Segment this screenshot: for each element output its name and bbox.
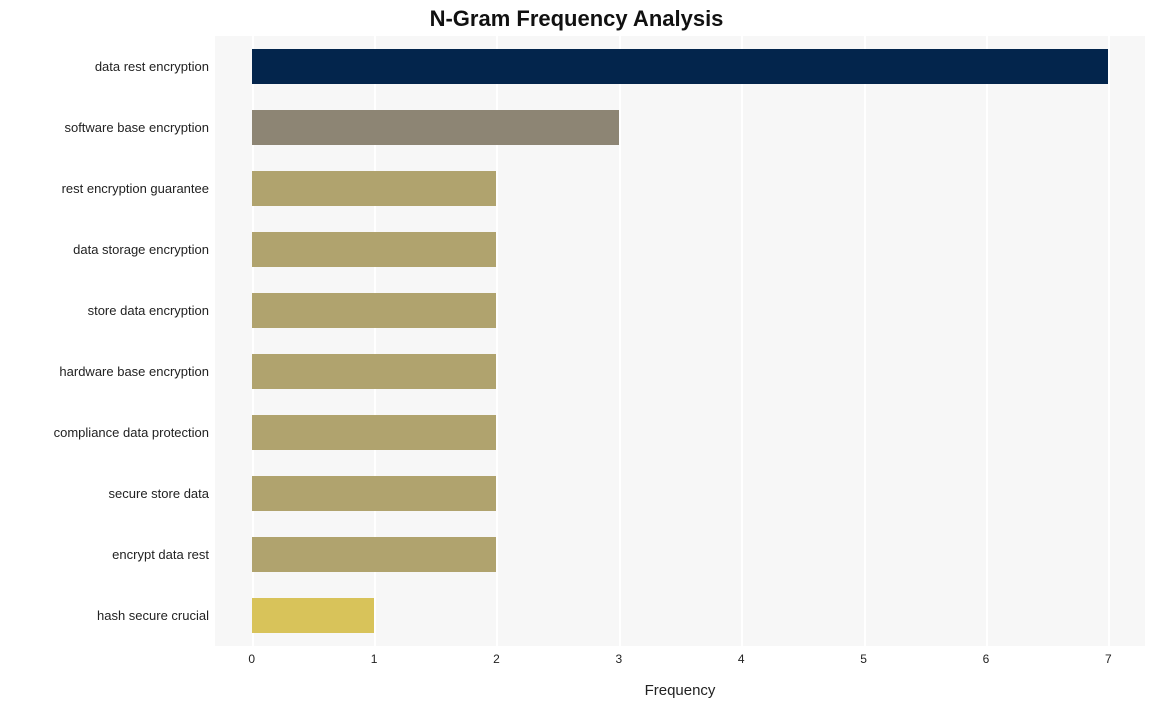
bar: [252, 49, 1109, 84]
ngram-chart: N-Gram Frequency Analysis 01234567Freque…: [0, 0, 1153, 701]
bar: [252, 354, 497, 389]
y-category-label: compliance data protection: [54, 425, 209, 440]
bar: [252, 415, 497, 450]
bar: [252, 232, 497, 267]
y-category-label: data rest encryption: [95, 59, 209, 74]
gridline: [986, 36, 988, 646]
bar: [252, 110, 619, 145]
x-tick-label: 4: [738, 652, 745, 666]
gridline: [619, 36, 621, 646]
bar: [252, 171, 497, 206]
chart-title: N-Gram Frequency Analysis: [0, 6, 1153, 32]
bar: [252, 537, 497, 572]
y-category-label: data storage encryption: [73, 242, 209, 257]
gridline: [741, 36, 743, 646]
gridline: [864, 36, 866, 646]
plot-area: 01234567Frequency: [215, 36, 1145, 646]
y-category-label: rest encryption guarantee: [62, 181, 209, 196]
y-category-label: software base encryption: [64, 120, 209, 135]
bar: [252, 598, 374, 633]
x-tick-label: 2: [493, 652, 500, 666]
y-category-label: hash secure crucial: [97, 608, 209, 623]
x-tick-label: 6: [983, 652, 990, 666]
y-category-label: encrypt data rest: [112, 547, 209, 562]
y-category-label: store data encryption: [88, 303, 209, 318]
x-tick-label: 1: [371, 652, 378, 666]
x-axis-label: Frequency: [645, 682, 716, 699]
y-category-label: hardware base encryption: [59, 364, 209, 379]
bar: [252, 293, 497, 328]
x-tick-label: 5: [860, 652, 867, 666]
gridline: [1108, 36, 1110, 646]
x-tick-label: 0: [248, 652, 255, 666]
bar: [252, 476, 497, 511]
x-tick-label: 3: [615, 652, 622, 666]
y-category-label: secure store data: [109, 486, 209, 501]
x-tick-label: 7: [1105, 652, 1112, 666]
